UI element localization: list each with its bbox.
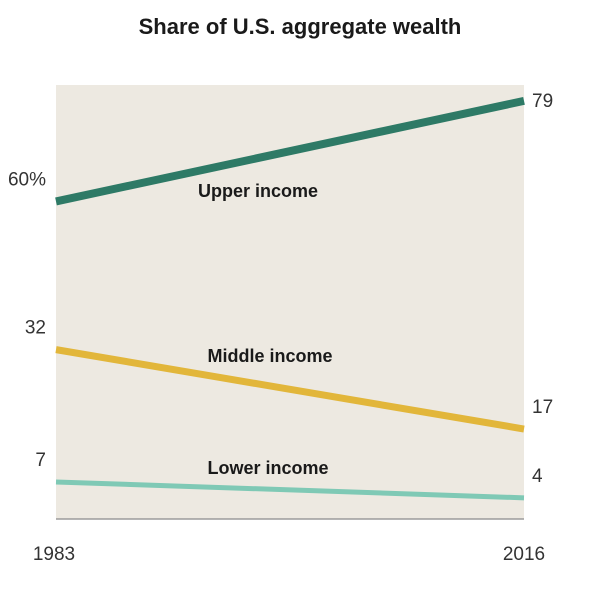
series-label-lower-income: Lower income — [207, 458, 328, 478]
plot-background — [56, 85, 524, 519]
chart-title: Share of U.S. aggregate wealth — [138, 14, 462, 39]
x-tick-label-start: 1983 — [33, 544, 75, 565]
start-value-label-upper-income: 60% — [8, 169, 46, 190]
series-label-middle-income: Middle income — [207, 346, 332, 366]
series-line-upper-income — [55, 96, 525, 206]
series-layer: 60% 79 Upper income 32 17 Middle income 7 4 Lowe… — [8, 91, 553, 501]
start-value-label-middle-income: 32 — [25, 318, 46, 339]
start-value-label-lower-income: 7 — [35, 450, 46, 471]
series-label-upper-income: Upper income — [198, 181, 318, 201]
series-line-lower-income — [55, 479, 525, 501]
end-value-label-lower-income: 4 — [532, 466, 543, 487]
series-line-middle-income — [55, 346, 525, 433]
x-tick-label-end: 2016 — [503, 544, 545, 565]
end-value-label-middle-income: 17 — [532, 397, 553, 418]
end-value-label-upper-income: 79 — [532, 91, 553, 112]
